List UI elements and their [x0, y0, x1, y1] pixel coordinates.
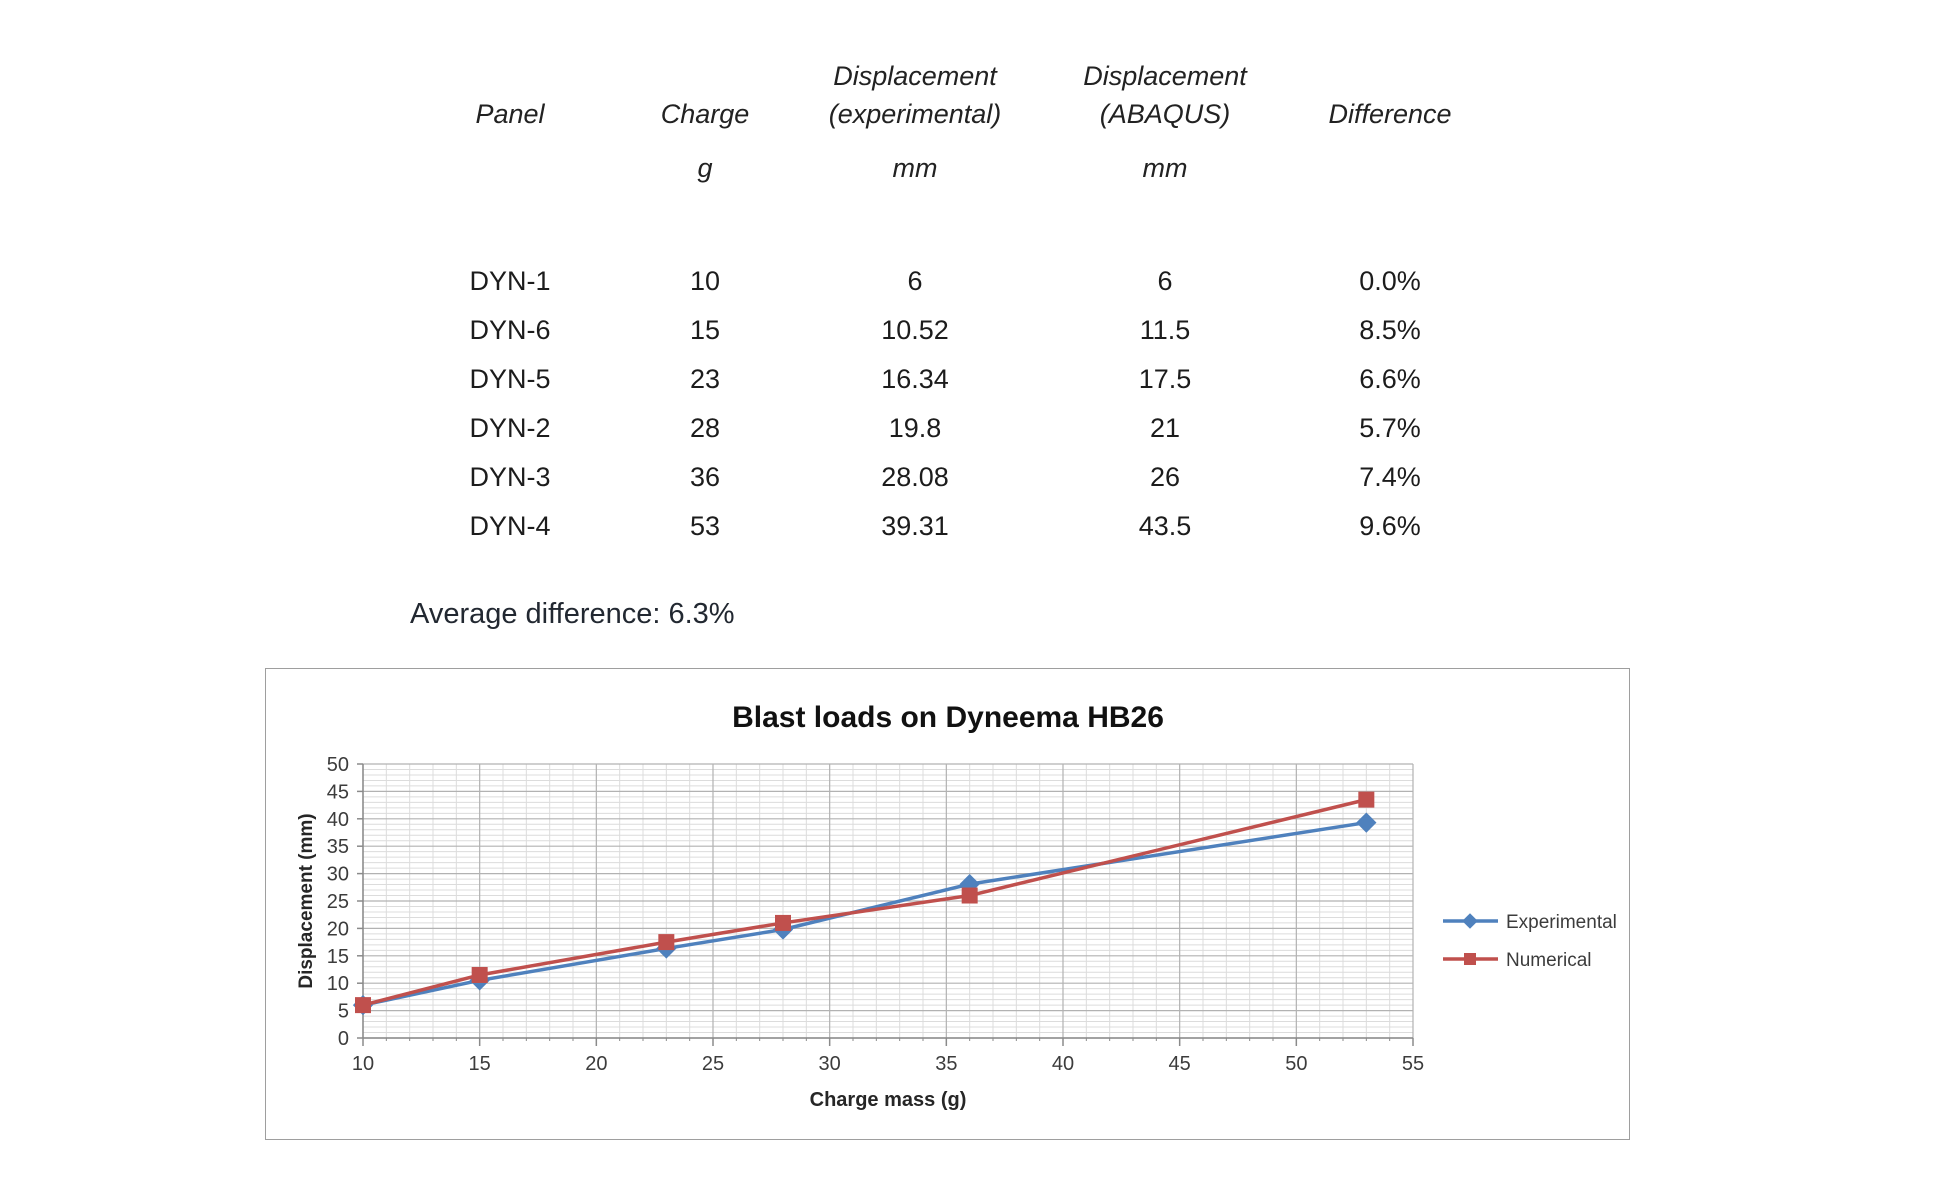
square-marker: [1358, 791, 1375, 808]
table-cell: 5.7%: [1359, 412, 1421, 443]
table-row-panel-id: DYN-6: [469, 314, 551, 345]
square-marker: [775, 914, 791, 931]
legend-label: Experimental: [1506, 912, 1617, 933]
x-tick-label: 35: [935, 1053, 957, 1075]
table-cell: 6.6%: [1359, 363, 1421, 394]
table-cell: 10: [689, 265, 721, 296]
table-cell: 11.5: [1139, 314, 1191, 345]
table-header-line1: Displacement Displacement: [400, 61, 1490, 92]
table-cell: 9.6%: [1359, 510, 1421, 541]
table-cell: 8.5%: [1359, 314, 1421, 345]
axis-tick-labels: 10 15 20 25 30 35 40 45 50 55 0 5 10 15 20 25 30 35 40 45 50: [327, 754, 1424, 1075]
x-tick-label: 30: [819, 1053, 841, 1075]
header-charge: Charge: [660, 99, 750, 129]
table-header-line2: Panel Charge (experimental) (ABAQUS) Dif…: [400, 99, 1490, 130]
header-disp-exp: (experimental): [828, 99, 1002, 129]
table-cell: 21: [1149, 412, 1181, 443]
table-row-panel-id: DYN-3: [469, 461, 551, 492]
header-panel: Panel: [475, 99, 545, 129]
table-cell: 7.4%: [1359, 461, 1421, 492]
header-charge-l1: [620, 62, 790, 92]
y-tick-label: 50: [327, 754, 349, 776]
unit-difference: [1290, 154, 1490, 184]
table-cell: 26: [1149, 461, 1181, 492]
square-marker: [355, 997, 371, 1014]
square-marker: [471, 966, 488, 983]
chart-legend: Experimental Numerical: [1443, 912, 1617, 971]
chart-series: [352, 791, 1377, 1016]
header-difference: Difference: [1328, 99, 1452, 129]
square-marker: [1464, 953, 1476, 965]
table-row-panel-id: DYN-2: [469, 412, 551, 443]
table-body: DYN-1 10 6 6 0.0% DYN-6 15 10.52 11.5 8.5% DYN-5 23…: [400, 257, 1490, 551]
table-cell: 6: [907, 265, 923, 296]
table-cell: 19.8: [888, 412, 942, 443]
blast-loads-chart: 10 15 20 25 30 35 40 45 50 55 0 5 10 15 20 25 30 35 40 45 50…: [296, 701, 1617, 1111]
legend-entry-numerical: Numerical: [1443, 950, 1592, 971]
y-tick-label: 15: [327, 946, 349, 968]
legend-entry-experimental: Experimental: [1443, 912, 1617, 933]
header-panel-l1: [400, 62, 620, 92]
x-tick-label: 10: [352, 1053, 374, 1075]
y-tick-label: 35: [327, 836, 349, 858]
series-experimental: [352, 812, 1377, 1016]
y-tick-label: 5: [338, 1001, 349, 1023]
header-disp-exp-l1: Displacement: [833, 61, 997, 91]
table-cell: 28.08: [881, 461, 949, 492]
y-tick-label: 30: [327, 864, 349, 886]
gridlines-major: [362, 763, 1414, 1039]
table-cell: 15: [689, 314, 721, 345]
square-marker: [658, 934, 675, 951]
table-cell: 17.5: [1138, 363, 1192, 394]
square-marker: [961, 887, 978, 904]
table-row-panel-id: DYN-1: [469, 265, 551, 296]
series-numerical: [355, 791, 1375, 1014]
y-tick-label: 20: [327, 918, 349, 940]
y-tick-label: 10: [327, 973, 349, 995]
y-tick-label: 40: [327, 809, 349, 831]
table-cell: 43.5: [1138, 510, 1192, 541]
x-tick-label: 15: [469, 1053, 491, 1075]
chart-title: Blast loads on Dyneema HB26: [732, 701, 1164, 734]
table-cell: 28: [689, 412, 721, 443]
chart-container: 10 15 20 25 30 35 40 45 50 55 0 5 10 15 20 25 30 35 40 45 50…: [265, 668, 1630, 1140]
table-cell: 16.34: [881, 363, 949, 394]
x-tick-label: 40: [1052, 1053, 1074, 1075]
table-cell: 0.0%: [1359, 265, 1421, 296]
x-tick-label: 25: [702, 1053, 724, 1075]
unit-disp-abq: mm: [1142, 153, 1188, 183]
chart-axes: [357, 763, 1414, 1046]
y-tick-label: 45: [327, 781, 349, 803]
header-disp-abq: (ABAQUS): [1099, 99, 1231, 129]
diamond-marker: [1356, 812, 1377, 833]
table-row-panel-id: DYN-4: [469, 510, 551, 541]
header-difference-l1: [1290, 62, 1490, 92]
legend-label: Numerical: [1506, 950, 1592, 971]
x-axis-label: Charge mass (g): [810, 1089, 967, 1111]
unit-panel: [400, 154, 620, 184]
table-cell: 10.52: [881, 314, 949, 345]
table-cell: 39.31: [881, 510, 949, 541]
unit-charge: g: [697, 153, 713, 183]
x-tick-label: 50: [1285, 1053, 1307, 1075]
y-axis-label: Displacement (mm): [296, 813, 317, 988]
y-tick-label: 0: [338, 1028, 349, 1050]
table-row-panel-id: DYN-5: [469, 363, 551, 394]
diamond-marker: [1462, 913, 1478, 929]
x-tick-label: 45: [1169, 1053, 1191, 1075]
table-header-units: g mm mm: [400, 153, 1490, 184]
x-tick-label: 20: [585, 1053, 607, 1075]
table-cell: 36: [689, 461, 721, 492]
table-cell: 53: [689, 510, 721, 541]
table-cell: 23: [689, 363, 721, 394]
table-cell: 6: [1157, 265, 1173, 296]
header-disp-abq-l1: Displacement: [1083, 61, 1247, 91]
unit-disp-exp: mm: [892, 153, 938, 183]
x-tick-label: 55: [1402, 1053, 1424, 1075]
average-difference-text: Average difference: 6.3%: [410, 598, 735, 630]
y-tick-label: 25: [327, 891, 349, 913]
